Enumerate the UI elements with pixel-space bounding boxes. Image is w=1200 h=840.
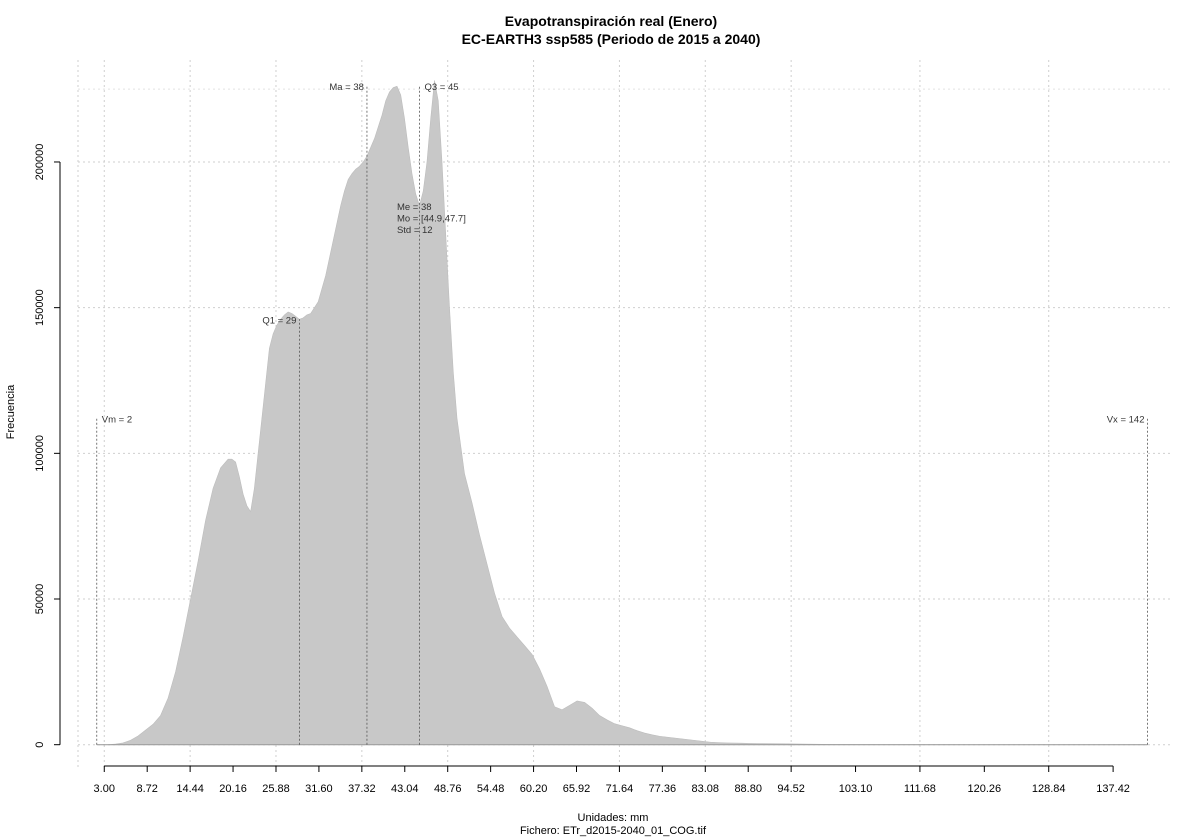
x-tick-label: 25.88 — [262, 783, 290, 795]
x-tick-label: 14.44 — [176, 783, 204, 795]
y-axis-title: Frecuencia — [5, 384, 17, 439]
stats-label: Me = 38 — [397, 202, 432, 213]
reference-label: Ma = 38 — [329, 82, 364, 93]
x-tick-label: 65.92 — [563, 783, 591, 795]
x-tick-label: 128.84 — [1032, 783, 1066, 795]
x-tick-label: 83.08 — [692, 783, 720, 795]
x-tick-label: 137.42 — [1096, 783, 1130, 795]
y-axis: 0 50000 100000 150000 200000 — [34, 144, 61, 748]
x-tick-label: 103.10 — [839, 783, 873, 795]
x-tick-label: 60.20 — [520, 783, 548, 795]
reference-lines: Vm = 2 Q1 = 29 Ma = 38 Q3 = 45 Vx = 142 — [96, 82, 1148, 745]
stats-label: Mo = [44.9,47.7] — [397, 214, 466, 225]
x-tick-label: 31.60 — [305, 783, 333, 795]
density-area-layer — [96, 80, 1148, 746]
x-tick-label: 54.48 — [477, 783, 505, 795]
x-axis-title: Unidades: mm — [578, 812, 649, 824]
y-tick-label: 100000 — [34, 435, 46, 472]
y-tick-label: 150000 — [34, 289, 46, 326]
chart-subtitle: EC-EARTH3 ssp585 (Periodo de 2015 a 2040… — [462, 31, 761, 47]
x-axis: 3.00 8.72 14.44 20.16 25.88 31.60 37.32 43.04 48… — [94, 765, 1130, 795]
x-tick-label: 71.64 — [606, 783, 634, 795]
x-tick-label: 120.26 — [967, 783, 1001, 795]
x-tick-label: 8.72 — [136, 783, 157, 795]
x-tick-label: 48.76 — [434, 783, 462, 795]
file-footer: Fichero: ETr_d2015-2040_01_COG.tif — [520, 825, 707, 837]
x-tick-label: 88.80 — [734, 783, 762, 795]
reference-label: Q1 = 29 — [262, 315, 296, 326]
x-tick-label: 111.68 — [904, 783, 936, 795]
x-tick-label: 94.52 — [777, 783, 805, 795]
y-tick-label: 0 — [34, 742, 46, 748]
y-tick-label: 50000 — [34, 584, 46, 615]
x-tick-label: 43.04 — [391, 783, 419, 795]
x-tick-label: 3.00 — [94, 783, 115, 795]
stats-label: Std = 12 — [397, 225, 433, 236]
x-tick-label: 20.16 — [219, 783, 247, 795]
reference-label: Vm = 2 — [102, 414, 132, 425]
chart-title: Evapotranspiración real (Enero) — [505, 13, 717, 29]
reference-label: Vx = 142 — [1107, 414, 1145, 425]
density-area — [96, 80, 1148, 745]
x-tick-label: 37.32 — [348, 783, 376, 795]
y-tick-label: 200000 — [34, 144, 46, 181]
reference-label: Q3 = 45 — [424, 82, 458, 93]
x-tick-label: 77.36 — [649, 783, 677, 795]
